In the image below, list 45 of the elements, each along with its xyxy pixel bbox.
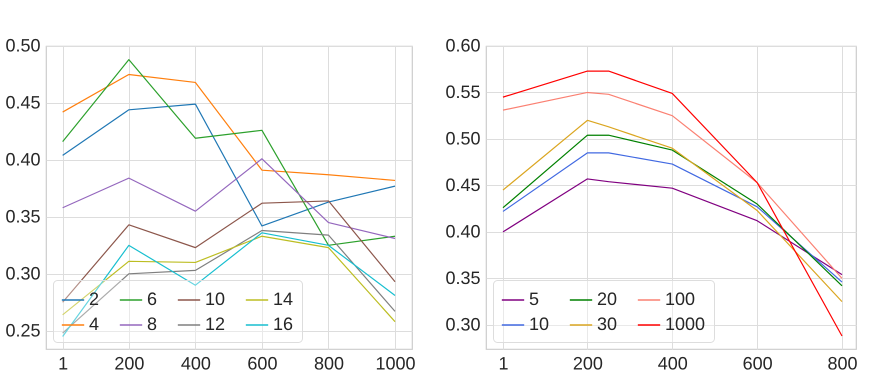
x-tick-label: 400 bbox=[658, 354, 688, 374]
x-tick-label: 1 bbox=[498, 354, 508, 374]
line-series bbox=[502, 70, 843, 337]
x-tick-label: 1 bbox=[58, 354, 68, 374]
y-tick-label: 0.30 bbox=[5, 263, 40, 284]
legend-label: 6 bbox=[147, 289, 158, 309]
line-series bbox=[62, 103, 396, 227]
x-tick-label: 600 bbox=[742, 354, 773, 374]
line-series bbox=[502, 92, 843, 279]
legend-label: 1000 bbox=[665, 314, 706, 334]
x-tick-label: 800 bbox=[827, 354, 858, 374]
y-tick-label: 0.55 bbox=[445, 82, 480, 102]
legend-label: 2 bbox=[89, 289, 100, 309]
legend-label: 5 bbox=[529, 289, 540, 309]
legend-label: 8 bbox=[147, 314, 158, 334]
x-tick-label: 200 bbox=[114, 354, 144, 374]
legend-label: 14 bbox=[273, 289, 294, 309]
legend-label: 12 bbox=[205, 314, 226, 334]
x-tick-label: 200 bbox=[572, 354, 603, 374]
y-tick-label: 0.50 bbox=[5, 36, 40, 56]
legend-label: 16 bbox=[273, 314, 294, 334]
line-series bbox=[62, 74, 396, 182]
line-series bbox=[62, 59, 396, 246]
y-tick-label: 0.50 bbox=[445, 128, 480, 148]
line-series bbox=[502, 178, 843, 276]
y-tick-label: 0.60 bbox=[445, 36, 480, 56]
legend-label: 100 bbox=[665, 289, 696, 309]
legend-label: 10 bbox=[529, 314, 550, 334]
line-series bbox=[62, 158, 396, 240]
y-tick-label: 0.45 bbox=[445, 174, 480, 195]
x-tick-label: 800 bbox=[314, 354, 344, 374]
legend-label: 10 bbox=[205, 289, 226, 309]
x-tick-label: 1000 bbox=[376, 354, 416, 374]
y-tick-label: 0.30 bbox=[445, 314, 480, 334]
x-tick-label: 600 bbox=[247, 354, 278, 374]
y-tick-label: 0.40 bbox=[445, 221, 480, 242]
y-tick-label: 0.35 bbox=[5, 206, 40, 226]
y-tick-label: 0.40 bbox=[5, 149, 40, 170]
y-tick-label: 0.35 bbox=[445, 268, 480, 288]
legend-label: 4 bbox=[89, 314, 100, 334]
y-tick-label: 0.45 bbox=[5, 92, 40, 112]
x-tick-label: 400 bbox=[180, 354, 211, 374]
legend-label: 20 bbox=[597, 289, 618, 309]
y-tick-label: 0.25 bbox=[5, 320, 40, 340]
legend-label: 30 bbox=[597, 314, 618, 334]
